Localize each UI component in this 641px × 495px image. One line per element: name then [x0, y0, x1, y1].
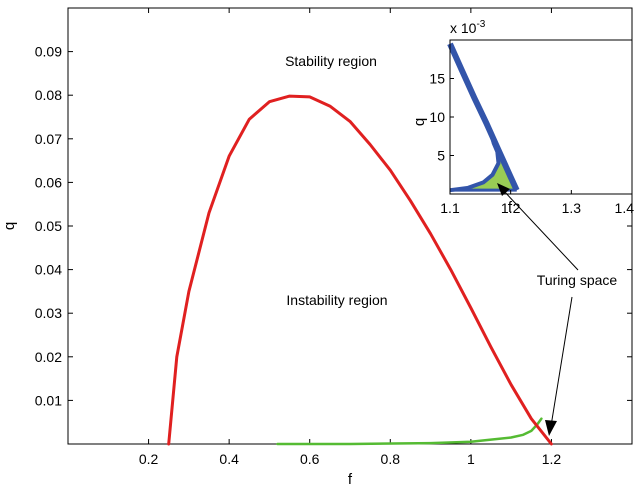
- main-y-tick-label: 0.07: [35, 131, 62, 147]
- main-x-tick-label: 0.2: [139, 451, 159, 467]
- inset-y-axis-label: q: [411, 118, 428, 126]
- inset-arrow-line: [502, 189, 579, 271]
- inset-scale-exponent: -3: [476, 19, 485, 30]
- inset-x-tick-label: 1.4: [615, 200, 635, 216]
- inset-background: [450, 40, 632, 194]
- inset-y-ticks: 5 10 15: [429, 71, 454, 164]
- inset-turing-region: [450, 138, 517, 191]
- main-x-tick-label: 1: [467, 451, 475, 467]
- series-turing-boundary-line: [276, 417, 543, 446]
- inset-outer-boundary: [447, 42, 520, 192]
- inset-inner-boundary: [449, 138, 501, 193]
- main-x-tick-label: 1.2: [542, 451, 562, 467]
- annotation-turing-space: Turing space: [537, 272, 618, 288]
- inset-y-tick-label: 10: [429, 109, 445, 125]
- inset-y-tick-label: 5: [437, 148, 445, 164]
- annotation-instability-region: Instability region: [286, 292, 387, 308]
- main-x-axis-label: f: [348, 471, 353, 488]
- inset-scale-factor: x 10-3: [450, 19, 486, 36]
- main-y-tick-label: 0.01: [35, 392, 62, 408]
- main-y-tick-label: 0.08: [35, 87, 62, 103]
- inset-x-tick-label: 1.3: [562, 200, 582, 216]
- main-y-tick-label: 0.09: [35, 44, 62, 60]
- main-y-axis-label: q: [1, 222, 18, 230]
- main-x-tick-label: 0.8: [381, 451, 401, 467]
- inset-arrow-head: [497, 183, 510, 196]
- main-x-tick-label: 0.4: [219, 451, 239, 467]
- turing-arrow-head: [545, 420, 557, 436]
- main-y-tick-label: 0.04: [35, 262, 62, 278]
- turing-arrow-line: [550, 296, 573, 427]
- annotation-stability-region: Stability region: [285, 53, 377, 69]
- main-y-tick-label: 0.06: [35, 174, 62, 190]
- inset-x-tick-label: 1.1: [440, 200, 460, 216]
- inset-x-axis-label: f: [508, 199, 513, 216]
- main-y-tick-label: 0.03: [35, 305, 62, 321]
- main-y-tick-label: 0.05: [35, 218, 62, 234]
- main-y-tick-label: 0.02: [35, 349, 62, 365]
- main-y-ticks: 0.01 0.02 0.03 0.04 0.05 0.06 0.07 0.08 0.09: [35, 44, 632, 408]
- main-series-group: [167, 94, 553, 446]
- series-hopf-boundary-line: [167, 94, 553, 446]
- main-x-tick-label: 0.6: [300, 451, 320, 467]
- inset-y-tick-label: 15: [429, 71, 445, 87]
